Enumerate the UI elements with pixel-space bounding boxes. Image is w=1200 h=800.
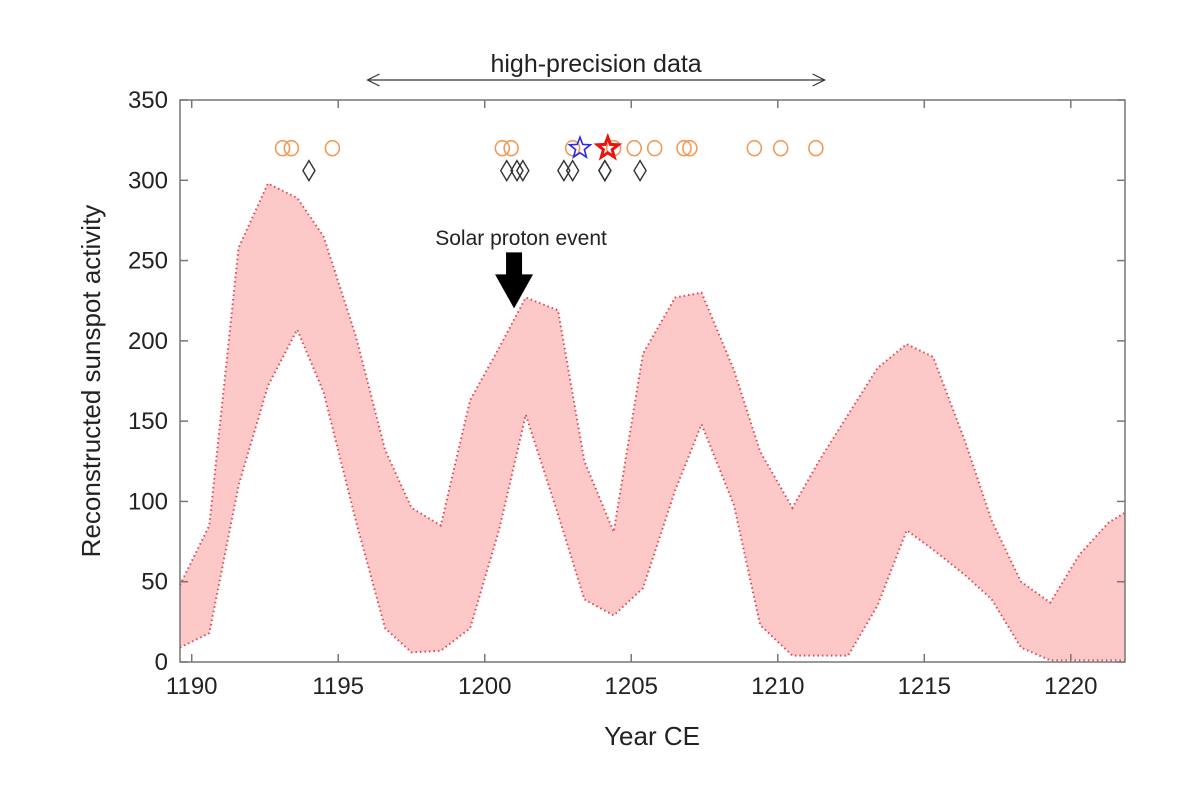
markers: [274, 132, 824, 183]
circle-marker: [494, 139, 511, 157]
x-tick-label: 1205: [605, 673, 658, 700]
x-tick-label: 1220: [1044, 673, 1097, 700]
circle-marker: [626, 139, 642, 157]
x-tick-label: 1195: [312, 673, 364, 700]
x-tick-label: 1200: [458, 673, 511, 700]
circle-marker: [564, 139, 581, 157]
circle-marker: [682, 139, 698, 157]
circle-marker: [503, 139, 519, 157]
y-tick-label: 300: [128, 167, 168, 194]
y-tick-label: 50: [141, 569, 168, 596]
circle-marker: [746, 139, 763, 157]
high-precision-arrow-left-head: [366, 73, 380, 87]
circle-marker: [676, 139, 692, 157]
circle-marker: [772, 139, 789, 157]
axis-ticks: 1190 1195 1200 1205 1210 1215 1220 0 50 100 150 200…: [128, 87, 1125, 700]
x-tick-label: 1215: [898, 673, 951, 700]
annotations: high-precision data Solar proton event: [366, 50, 826, 309]
diamond-marker: [565, 159, 580, 183]
y-tick-label: 350: [128, 87, 168, 114]
plot-frame: [179, 99, 1126, 663]
x-tick-label: 1210: [751, 673, 804, 700]
circle-marker: [324, 139, 341, 157]
circle-marker: [808, 139, 824, 157]
band-lower-edge: [179, 327, 1125, 662]
y-axis-label: Reconstructed sunspot activity: [76, 205, 106, 558]
circle-marker: [274, 139, 291, 157]
circle-marker: [646, 139, 663, 157]
y-tick-label: 150: [128, 408, 168, 435]
solar-proton-event-label: Solar proton event: [435, 227, 607, 250]
y-tick-label: 100: [128, 488, 168, 515]
y-tick-label: 250: [128, 248, 168, 275]
y-tick-label: 200: [128, 328, 168, 355]
high-precision-arrow-right-head: [812, 73, 826, 87]
diamond-marker: [633, 159, 647, 183]
solar-proton-event-arrow: [495, 252, 534, 309]
diamond-marker: [516, 159, 530, 183]
y-tick-label: 0: [155, 649, 168, 676]
x-axis-label: Year CE: [604, 721, 700, 751]
red-star-marker: [593, 132, 623, 161]
high-precision-label: high-precision data: [490, 50, 701, 78]
sunspot-band: [179, 182, 1126, 662]
diamond-marker: [499, 159, 514, 183]
blue-star-marker: [567, 134, 593, 159]
diamond-marker: [598, 159, 612, 183]
diamond-marker: [598, 159, 612, 183]
diamond-marker: [302, 159, 316, 183]
band-fill: [180, 183, 1125, 661]
x-tick-label: 1190: [166, 673, 218, 700]
circle-marker: [283, 139, 300, 157]
diamond-marker: [557, 159, 571, 183]
diamond-marker: [510, 159, 524, 183]
